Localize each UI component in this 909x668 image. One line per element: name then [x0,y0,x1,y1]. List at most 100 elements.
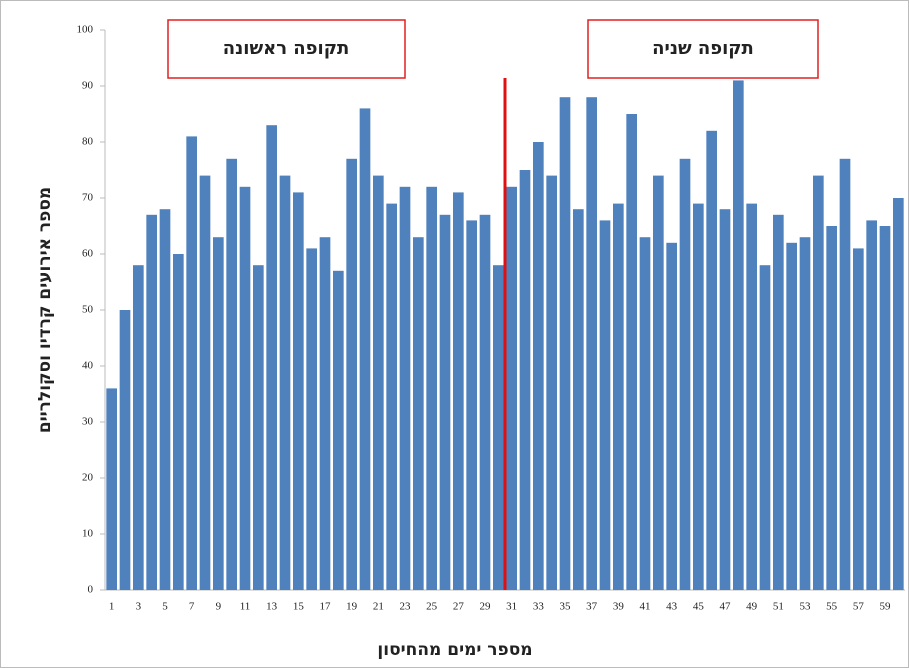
bar [346,158,357,591]
bar [719,209,731,590]
bar [533,142,544,590]
bar [279,175,291,590]
y-tick-label: 90 [82,80,94,92]
x-tick-label: 11 [240,601,251,613]
y-tick-label: 0 [88,584,94,596]
bar [319,237,331,590]
bar [666,242,677,591]
x-tick-label: 57 [853,601,865,613]
x-tick-label: 45 [693,601,705,613]
x-tick-label: 59 [880,601,892,613]
x-tick-label: 13 [266,601,278,613]
annotation-box [587,19,819,79]
y-tick-label: 40 [82,360,94,372]
x-tick-label: 27 [453,601,465,613]
bar [253,265,264,590]
bar [773,214,784,591]
x-tick-label: 5 [162,601,168,613]
bar [266,125,277,590]
y-tick-label: 100 [77,24,94,36]
x-tick-label: 21 [373,601,384,613]
bar [466,220,477,590]
bar [733,80,744,591]
bar [426,186,437,591]
x-tick-label: 9 [216,601,222,613]
x-tick-label: 33 [533,601,545,613]
bar [306,248,317,590]
bar [586,97,597,590]
x-tick-label: 51 [773,601,784,613]
bar [839,158,851,591]
bar [453,192,464,590]
bar [706,130,717,591]
x-tick-label: 3 [136,601,142,613]
bar [159,209,171,590]
bar [373,175,384,590]
bar [199,175,211,590]
bar [239,186,251,591]
bar [746,203,757,590]
x-tick-label: 53 [800,601,812,613]
y-tick-label: 30 [82,416,94,428]
bar [679,158,691,591]
bar [493,265,504,590]
y-tick-label: 20 [82,472,94,484]
bar [506,186,517,591]
x-tick-label: 19 [346,601,358,613]
x-tick-label: 35 [560,601,572,613]
annotation-box [167,19,406,79]
x-tick-label: 43 [666,601,678,613]
bar [613,203,624,590]
annotation: תקופה ראשונה [223,38,350,59]
bar [826,226,837,590]
bar [106,388,117,590]
bar [226,158,237,591]
annotation: תקופה שניה [652,38,754,59]
bar [786,242,797,591]
bar [759,265,771,590]
bar [173,254,184,590]
bar [599,220,611,590]
bar [119,310,131,590]
x-tick-label: 1 [109,601,115,613]
y-tick-label: 50 [82,304,94,316]
y-tick-label: 10 [82,528,94,540]
bar [799,237,811,590]
bar [333,270,344,590]
y-tick-label: 60 [82,248,94,260]
x-tick-label: 17 [320,601,332,613]
x-axis-title: מספר ימים מהחיסון [377,640,532,660]
bar [853,248,864,590]
x-tick-label: 31 [506,601,517,613]
x-tick-label: 15 [293,601,305,613]
x-tick-label: 29 [480,601,492,613]
y-tick-label: 70 [82,192,94,204]
bar [693,203,704,590]
bar [186,136,197,590]
bar [893,198,904,590]
bar [479,214,491,591]
bar [293,192,304,590]
bar [519,170,531,590]
bar [559,97,571,590]
y-tick-label: 80 [82,136,94,148]
bar [813,175,824,590]
bar [626,114,637,590]
x-tick-label: 55 [826,601,838,613]
y-axis-title: מספר אירועים קרדיו וסקולריים [35,187,55,433]
bar [653,175,664,590]
x-tick-label: 39 [613,601,625,613]
bar [413,237,424,590]
x-tick-label: 41 [640,601,651,613]
x-tick-label: 37 [586,601,598,613]
bar [866,220,877,590]
bar [639,237,651,590]
x-tick-label: 25 [426,601,438,613]
x-tick-label: 23 [400,601,412,613]
bar [439,214,451,591]
x-tick-label: 7 [189,601,195,613]
bar [546,175,557,590]
bar [573,209,584,590]
bar [213,237,224,590]
